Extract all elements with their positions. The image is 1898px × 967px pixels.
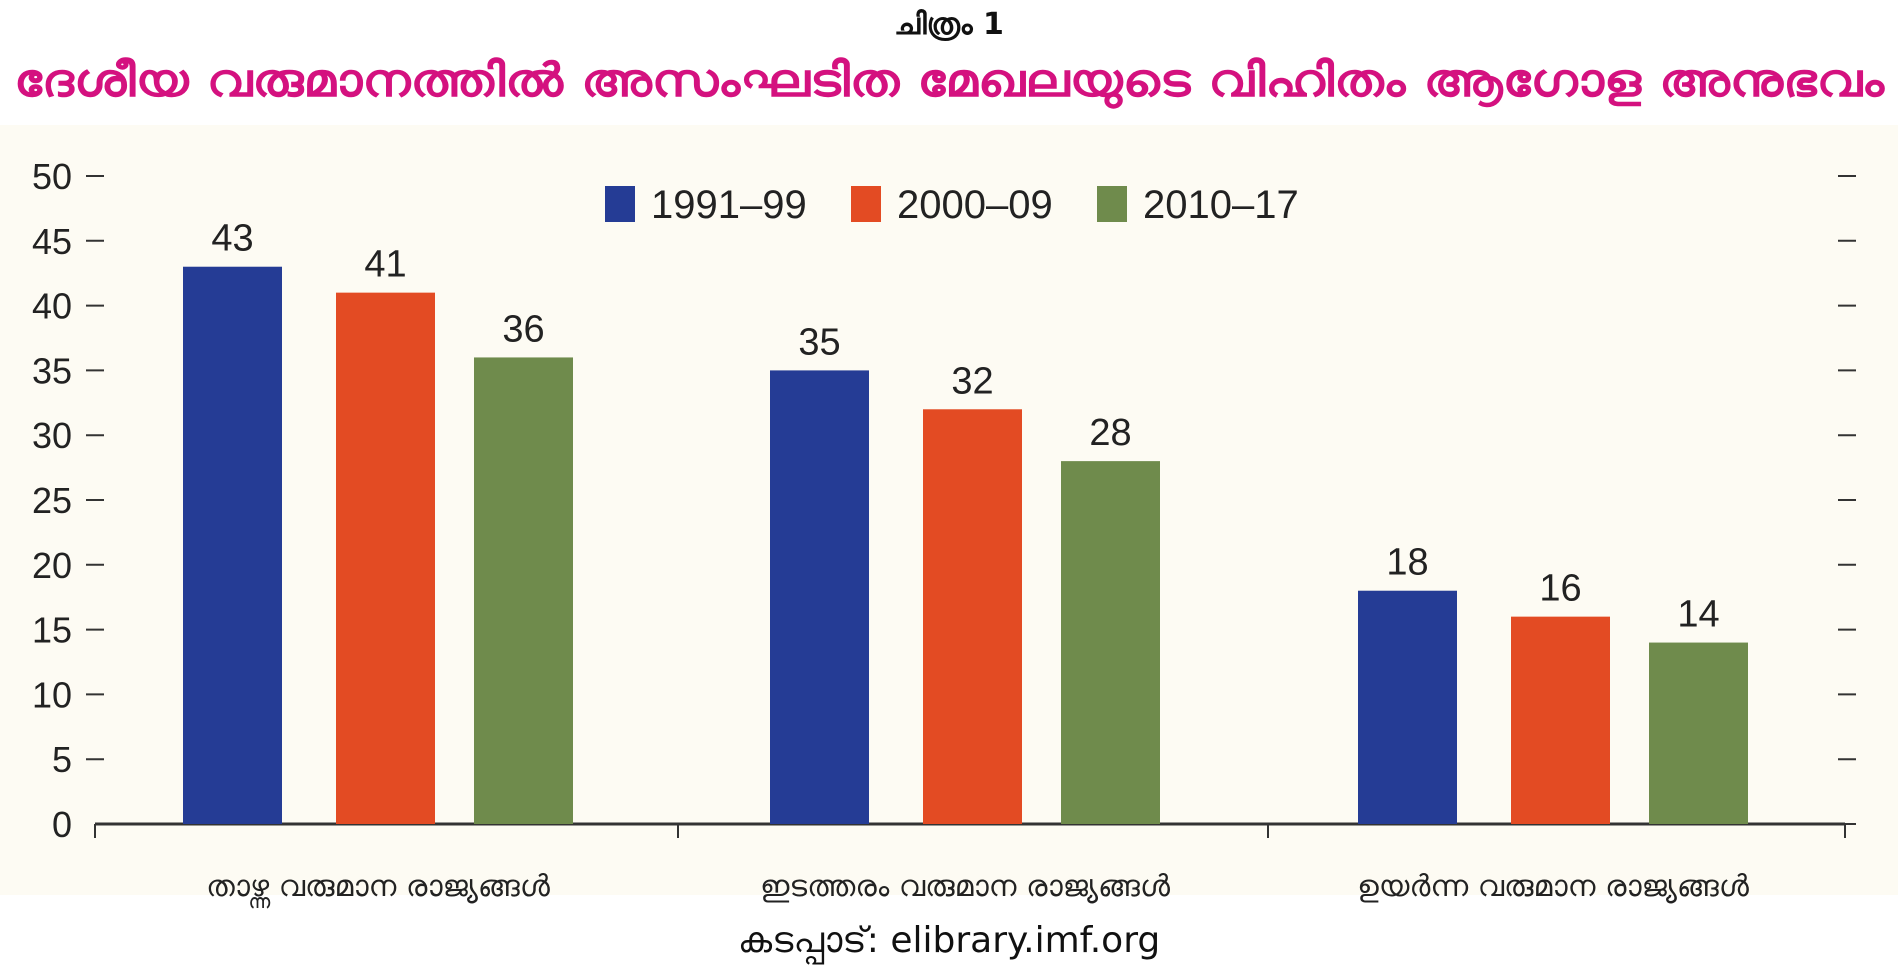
y-tick-label: 15 (32, 610, 72, 651)
legend-swatch (851, 186, 881, 222)
bar (474, 357, 573, 824)
figure-label: ചിത്രം 1 (894, 7, 1004, 42)
bar (770, 370, 869, 824)
bar (1511, 616, 1610, 824)
data-label: 18 (1386, 542, 1428, 584)
data-label: 16 (1539, 568, 1581, 610)
y-tick-label: 20 (32, 545, 72, 586)
data-label: 35 (798, 321, 840, 363)
legend-swatch (1097, 186, 1127, 222)
x-category-label: താഴ്ന്ന വരുമാന രാജ്യങ്ങൾ (206, 869, 551, 909)
bar (923, 409, 1022, 824)
source-credit: കടപ്പാട്: elibrary.imf.org (738, 920, 1160, 966)
data-label: 32 (951, 360, 993, 402)
legend-label: 1991–99 (651, 183, 807, 227)
y-tick-label: 40 (32, 286, 72, 327)
bar (1358, 590, 1457, 824)
y-tick-label: 30 (32, 415, 72, 456)
legend-label: 2000–09 (897, 183, 1053, 227)
y-tick-label: 45 (32, 221, 72, 262)
x-category-label: ഇടത്തരം വരുമാന രാജ്യങ്ങൾ (760, 869, 1171, 904)
y-tick-label: 35 (32, 350, 72, 391)
data-label: 36 (502, 308, 544, 350)
data-label: 41 (364, 244, 406, 286)
axes: 0 5 10 15 20 25 30 35 40 45 50 താഴ്ന്ന വരുമാന രാജ്യ… (32, 156, 1856, 909)
bar (336, 292, 435, 824)
bar (1649, 642, 1748, 824)
bar (183, 266, 282, 825)
legend: 1991–99 2000–09 2010–17 (605, 183, 1299, 227)
chart-title: ദേശീയ വരുമാനത്തിൽ അസംഘടിത മേഖലയുടെ വിഹിത… (14, 53, 1885, 109)
data-label: 14 (1677, 594, 1719, 636)
y-tick-label: 50 (32, 156, 72, 197)
x-category-label: ഉയർന്ന വരുമാന രാജ്യങ്ങൾ (1357, 869, 1750, 904)
y-tick-label: 5 (52, 739, 72, 780)
legend-label: 2010–17 (1143, 183, 1299, 227)
y-tick-label: 0 (52, 804, 72, 845)
data-label: 43 (211, 218, 253, 260)
y-tick-label: 10 (32, 674, 72, 715)
data-label: 28 (1089, 412, 1131, 454)
bars: 43 41 36 35 32 28 18 16 14 (183, 218, 1748, 825)
y-tick-label: 25 (32, 480, 72, 521)
legend-swatch (605, 186, 635, 222)
bar (1061, 461, 1160, 824)
